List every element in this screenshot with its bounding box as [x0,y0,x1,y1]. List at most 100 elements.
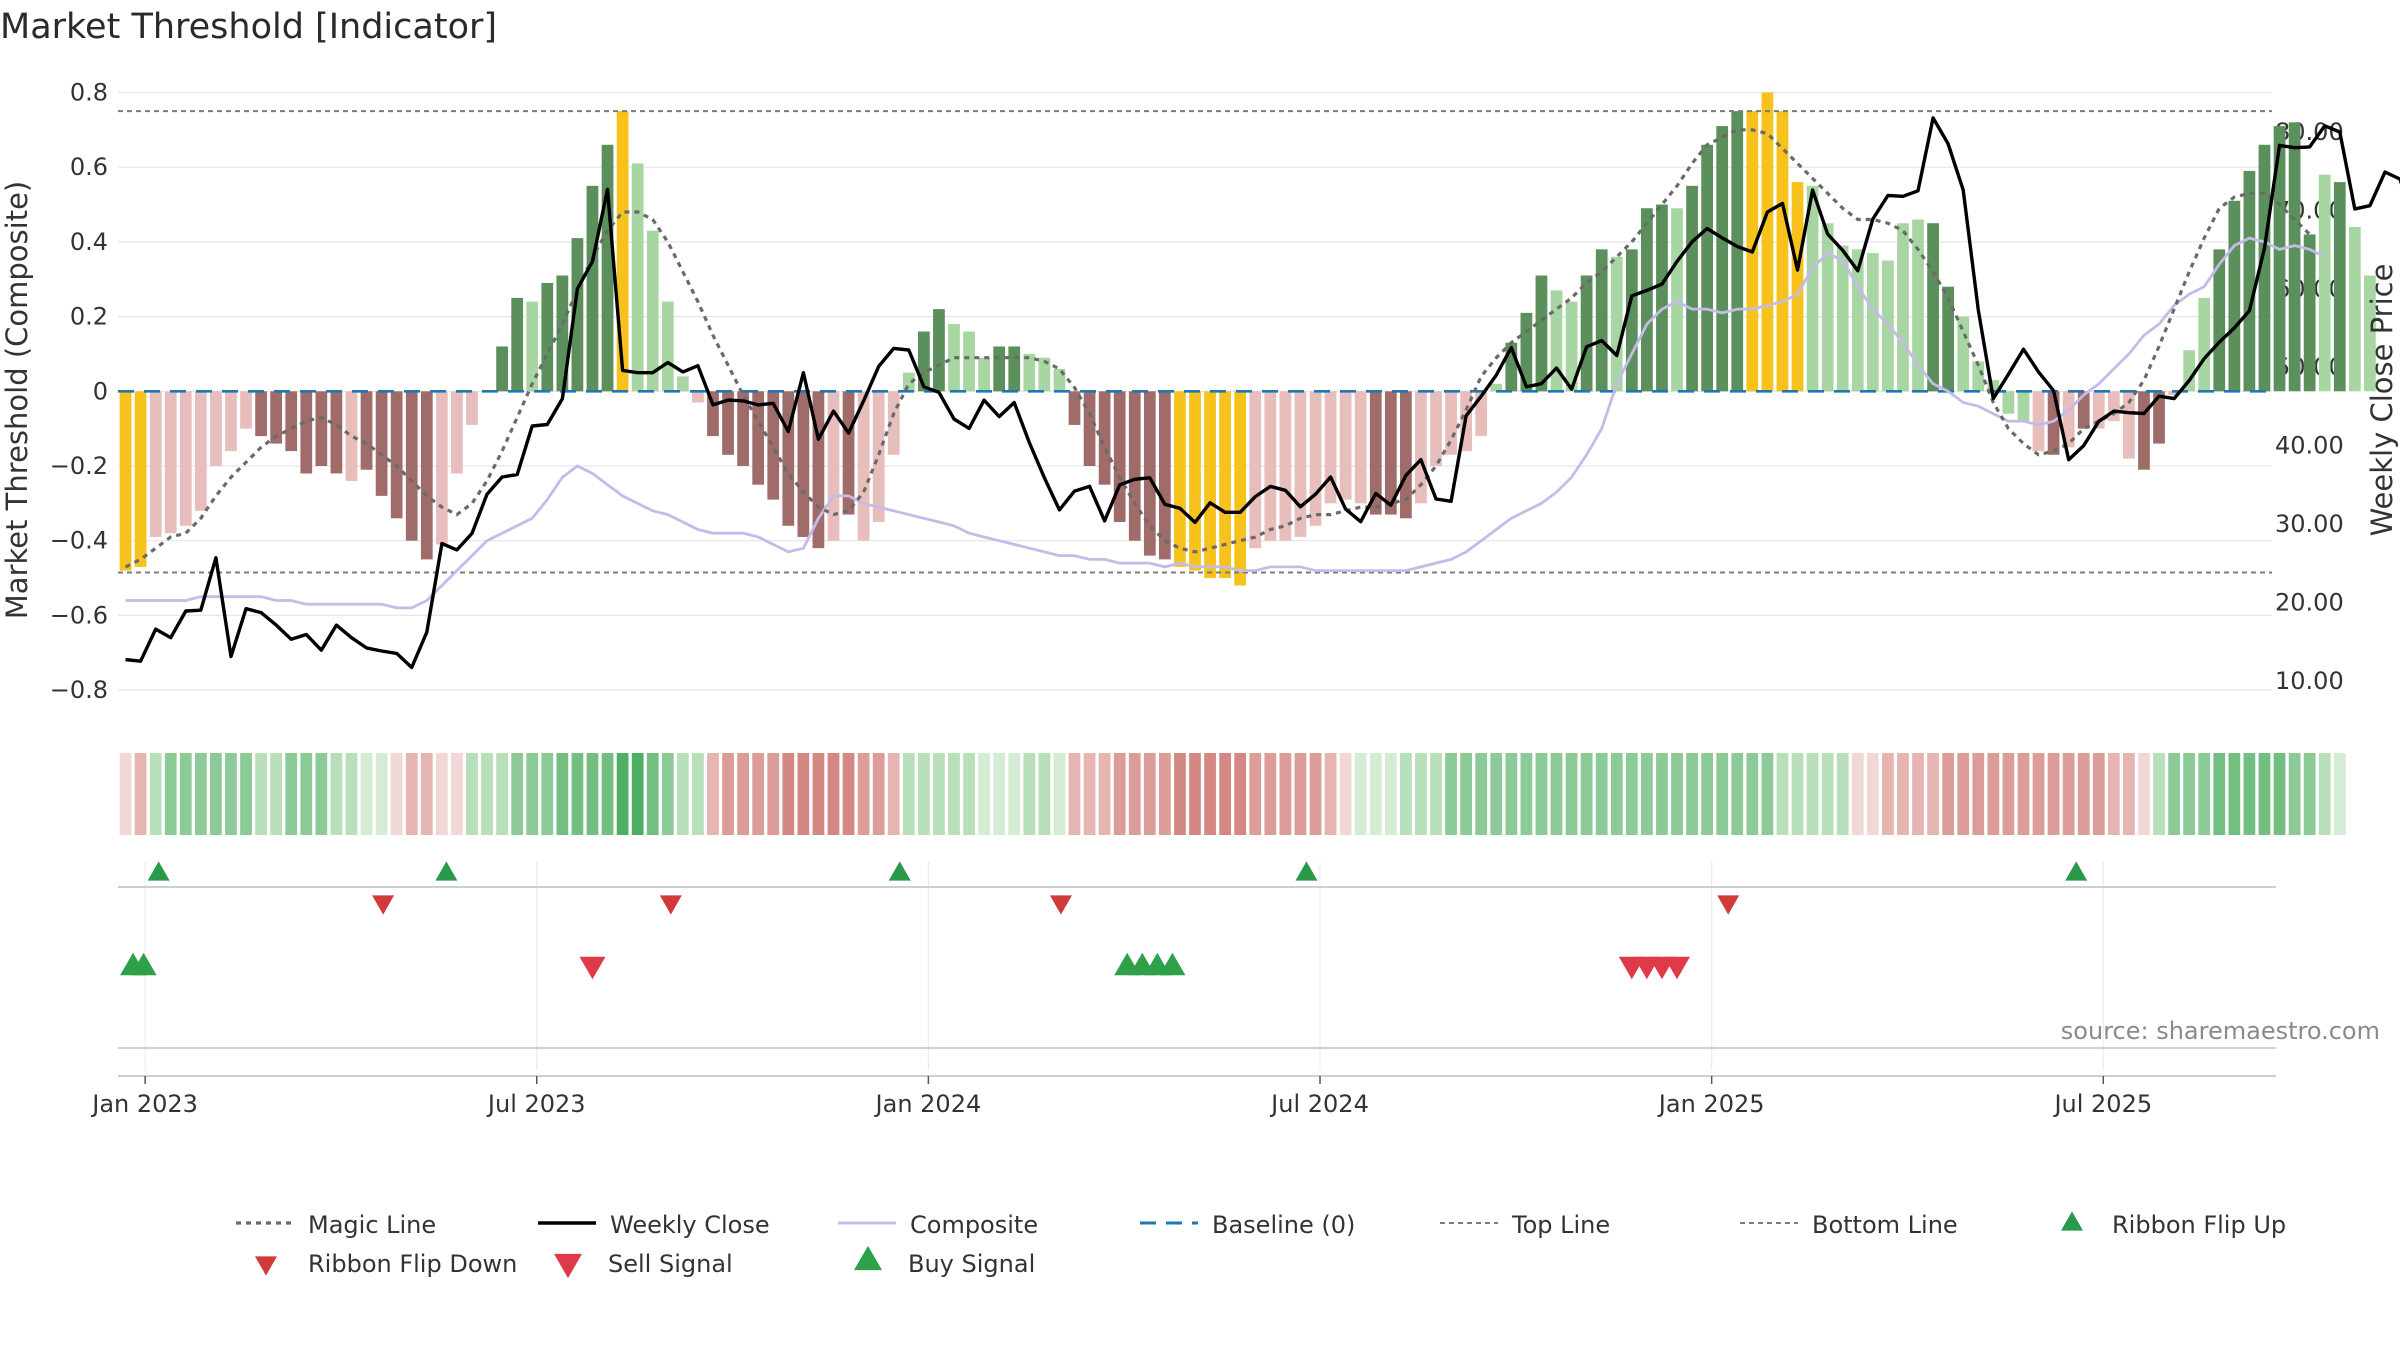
composite-bar [1384,391,1397,515]
composite-bar [857,391,870,541]
ribbon-flip-down-marker [659,895,682,915]
ribbon-cell [1204,753,1216,835]
ribbon-cell [179,753,192,835]
ribbon-cell [2318,753,2331,835]
ribbon-flip-down-marker [1717,895,1740,915]
legend-item-top: Top Line [1440,1211,1610,1239]
composite-bar [270,391,283,444]
left-tick-label: 0 [93,377,108,405]
composite-bar [1836,245,1849,392]
legend-item-sell: Sell Signal [554,1250,733,1279]
composite-bar [2092,391,2105,429]
signal-panels [118,862,2276,1077]
composite-bar [1219,391,1232,579]
composite-bar [2288,122,2301,392]
composite-bar [1625,249,1638,392]
ribbon-cell [1445,753,1457,835]
buy-signal-marker [130,952,157,976]
composite-bar [1957,316,1970,392]
ribbon-cell [2273,753,2286,835]
composite-bar [2364,275,2376,392]
composite-bar [390,391,403,519]
composite-bar [1656,204,1668,392]
legend-item-bottom: Bottom Line [1740,1211,1958,1239]
ribbon-cell [1927,753,1939,835]
ribbon-cell [2168,753,2180,835]
ribbon-cell [2123,753,2135,835]
composite-bar [1565,301,1578,392]
ribbon-cell [149,753,162,835]
ribbon-cell [270,753,283,835]
legend: Magic Line Weekly Close Composite Baseline … [236,1211,2286,1279]
legend-swatch [2061,1211,2083,1231]
ribbon-cell [345,753,358,835]
ribbon-cell [978,753,990,835]
ribbon-cell [2213,753,2226,835]
composite-bar [676,376,689,392]
composite-bar [1987,380,2000,392]
composite-bar [1158,391,1171,560]
ribbon-flip-markers [147,861,2088,915]
composite-bar [556,275,569,392]
legend-label: Ribbon Flip Up [2112,1211,2286,1239]
left-tick-label: 0.8 [70,78,108,106]
ribbon-flip-up-marker [147,861,170,881]
ribbon-cell [255,753,267,835]
ribbon-cell [2062,753,2075,835]
legend-item-flipdown: Ribbon Flip Down [255,1250,517,1278]
composite-bar [330,391,343,474]
composite-bar [1083,391,1096,466]
x-tick-label: Jul 2024 [1269,1090,1369,1118]
ribbon-cell [466,753,478,835]
composite-bar [571,238,584,392]
composite-bar [1686,185,1698,392]
composite-bar [1430,391,1442,466]
composite-bar [707,391,719,437]
composite-bar [1912,219,1924,392]
composite-bar [2183,350,2196,392]
x-tick-label: Jul 2025 [2052,1090,2152,1118]
ribbon-cell [375,753,388,835]
ribbon-cell [993,753,1006,835]
source-note: source: sharemaestro.com [2061,1017,2380,1045]
ribbon-cell [857,753,870,835]
ribbon-cell [2243,753,2256,835]
composite-bar [737,391,749,466]
left-tick-label: 0.2 [70,303,108,331]
composite-bar [1942,286,1955,392]
buy-sell-markers [120,952,1691,980]
composite-bar [2062,391,2075,448]
right-axis-label: Weekly Close Price [2365,264,2399,537]
composite-bar [451,391,463,474]
composite-bar [812,391,825,549]
left-axis-label: Market Threshold (Composite) [0,181,34,619]
composite-bar [1701,144,1714,392]
ribbon-cell [1189,753,1201,835]
composite-bar [149,391,162,537]
ribbon-cell [134,753,147,835]
composite-bar [1641,208,1653,392]
ribbon-cell [390,753,403,835]
composite-bars [119,92,2376,586]
ribbon-cell [481,753,493,835]
legend-item-close: Weekly Close [538,1211,770,1239]
composite-bar [722,391,734,455]
ribbon-cell [842,753,855,835]
composite-bar [2318,174,2331,392]
ribbon-cell [1264,753,1277,835]
composite-bar [2348,226,2361,392]
composite-bar [902,372,915,392]
composite-bar [375,391,388,496]
ribbon-cell [1279,753,1292,835]
chart-title: Market Threshold [Indicator] [0,7,497,47]
composite-bar [2123,391,2135,459]
ribbon-cell [1580,753,1593,835]
ribbon-cell [2107,753,2120,835]
legend-label: Magic Line [308,1211,436,1239]
ribbon-cell [2153,753,2165,835]
right-tick-label: 80.00 [2275,118,2344,146]
ribbon-cell [1068,753,1081,835]
composite-bar [466,391,478,425]
composite-bar [661,301,674,392]
ribbon-cell [1806,753,1819,835]
